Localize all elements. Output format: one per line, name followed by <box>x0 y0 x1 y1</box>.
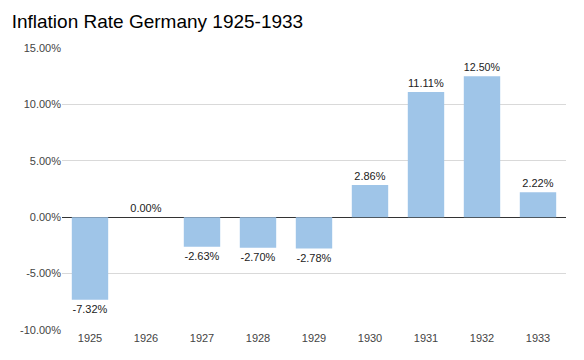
svg-text:1929: 1929 <box>302 332 326 344</box>
svg-text:1931: 1931 <box>414 332 438 344</box>
svg-text:1927: 1927 <box>190 332 214 344</box>
svg-text:10.00%: 10.00% <box>24 98 62 110</box>
svg-text:-10.00%: -10.00% <box>20 324 61 336</box>
svg-text:12.50%: 12.50% <box>464 61 501 73</box>
svg-text:11.11%: 11.11% <box>408 77 444 89</box>
svg-text:1933: 1933 <box>526 332 550 344</box>
svg-text:-5.00%: -5.00% <box>26 267 61 279</box>
svg-text:1932: 1932 <box>470 332 494 344</box>
svg-text:-2.78%: -2.78% <box>296 252 331 264</box>
svg-text:15.00%: 15.00% <box>24 42 62 54</box>
svg-text:5.00%: 5.00% <box>30 155 61 167</box>
svg-text:0.00%: 0.00% <box>30 211 61 223</box>
svg-text:1926: 1926 <box>134 332 158 344</box>
svg-text:-2.70%: -2.70% <box>240 251 275 263</box>
svg-text:0.00%: 0.00% <box>130 202 161 214</box>
svg-text:-2.63%: -2.63% <box>184 250 219 262</box>
svg-text:1930: 1930 <box>358 332 382 344</box>
svg-text:1925: 1925 <box>78 332 102 344</box>
svg-text:2.22%: 2.22% <box>522 177 553 189</box>
svg-text:Inflation Rate Germany 1925-19: Inflation Rate Germany 1925-1933 <box>12 11 304 32</box>
svg-text:1928: 1928 <box>246 332 270 344</box>
svg-text:-7.32%: -7.32% <box>72 303 107 315</box>
svg-text:2.86%: 2.86% <box>354 170 385 182</box>
